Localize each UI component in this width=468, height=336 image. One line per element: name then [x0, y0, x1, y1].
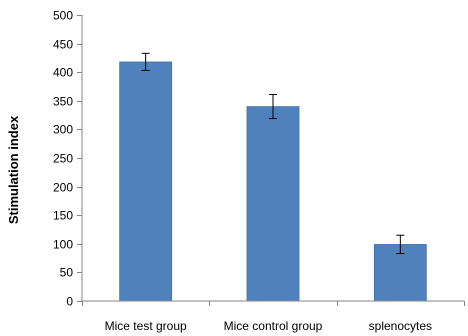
- y-tick-label: 0: [66, 295, 73, 309]
- y-tick-label: 50: [60, 266, 74, 280]
- x-category-label: Mice control group: [224, 319, 323, 333]
- bar: [119, 61, 173, 302]
- error-bars: [141, 52, 405, 255]
- y-tick-label: 100: [53, 238, 73, 252]
- y-axis-ticks: 0 50 100 150 200 250 300 350 400 450 500: [53, 9, 82, 309]
- y-tick-label: 300: [53, 123, 73, 137]
- bar: [246, 106, 300, 302]
- x-axis-labels: Mice test group Mice control group splenoc…: [105, 319, 432, 333]
- y-tick-label: 500: [53, 9, 73, 23]
- y-tick-label: 400: [53, 66, 73, 80]
- x-category-label: Mice test group: [105, 319, 187, 333]
- y-tick-label: 200: [53, 181, 73, 195]
- y-tick-label: 250: [53, 152, 73, 166]
- y-tick-label: 450: [53, 38, 73, 52]
- x-category-label: splenocytes: [369, 319, 432, 333]
- bars: [119, 61, 427, 302]
- y-tick-label: 350: [53, 95, 73, 109]
- x-axis-ticks: [82, 301, 465, 306]
- y-tick-label: 150: [53, 209, 73, 223]
- y-axis-title: Stimulation index: [6, 115, 21, 224]
